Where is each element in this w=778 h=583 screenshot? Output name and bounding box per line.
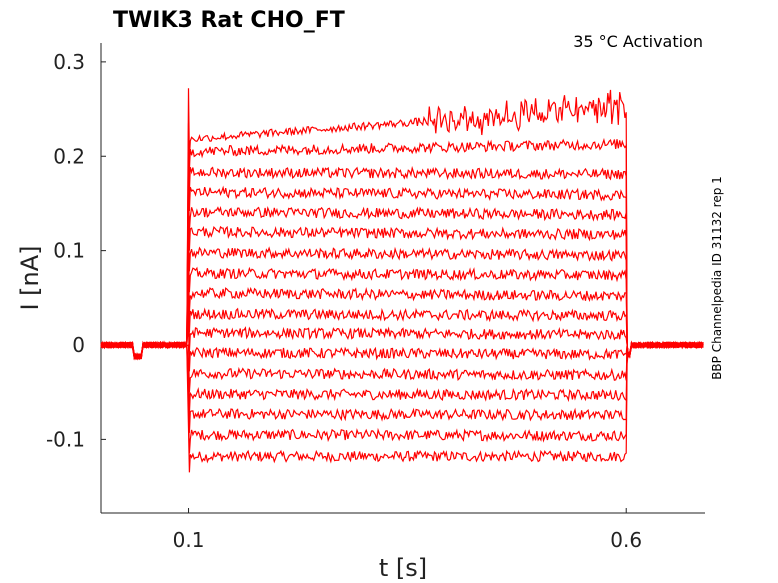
trace-line bbox=[101, 123, 704, 361]
trace-line bbox=[100, 163, 704, 360]
y-tick-label: 0.2 bbox=[53, 144, 85, 168]
trace-line bbox=[100, 285, 704, 360]
x-axis-label: t [s] bbox=[379, 554, 427, 582]
y-tick-label: 0.3 bbox=[53, 50, 85, 74]
chart-annotation: 35 °C Activation bbox=[573, 32, 703, 51]
x-tick-label: 0.1 bbox=[173, 528, 205, 552]
y-axis-label: I [nA] bbox=[16, 245, 44, 310]
trace-line bbox=[100, 264, 704, 361]
trace-line bbox=[100, 340, 704, 414]
plot-area: -0.1 0 0.1 0.2 0.3 0.1 0.6 bbox=[46, 43, 705, 552]
x-ticks: 0.1 0.6 bbox=[173, 508, 642, 552]
current-traces bbox=[100, 88, 704, 473]
trace-line bbox=[100, 340, 704, 433]
trace-line bbox=[100, 224, 704, 360]
trace-line bbox=[100, 340, 704, 473]
trace-line bbox=[100, 244, 704, 360]
chart-title: TWIK3 Rat CHO_FT bbox=[113, 8, 345, 33]
trace-line bbox=[100, 88, 704, 359]
trace-line bbox=[100, 341, 704, 393]
trace-line bbox=[100, 203, 704, 358]
y-tick-label: 0.1 bbox=[53, 239, 85, 263]
y-tick-label: -0.1 bbox=[46, 427, 85, 451]
side-label: BBP Channelpedia ID 31132 rep 1 bbox=[710, 176, 724, 380]
trace-line bbox=[100, 183, 704, 359]
trace-line bbox=[100, 143, 704, 360]
y-tick-label: 0 bbox=[72, 333, 85, 357]
y-ticks: -0.1 0 0.1 0.2 0.3 bbox=[46, 50, 106, 451]
trace-line bbox=[100, 340, 704, 454]
trace-line bbox=[100, 324, 704, 372]
x-tick-label: 0.6 bbox=[610, 528, 642, 552]
trace-line bbox=[100, 304, 704, 361]
